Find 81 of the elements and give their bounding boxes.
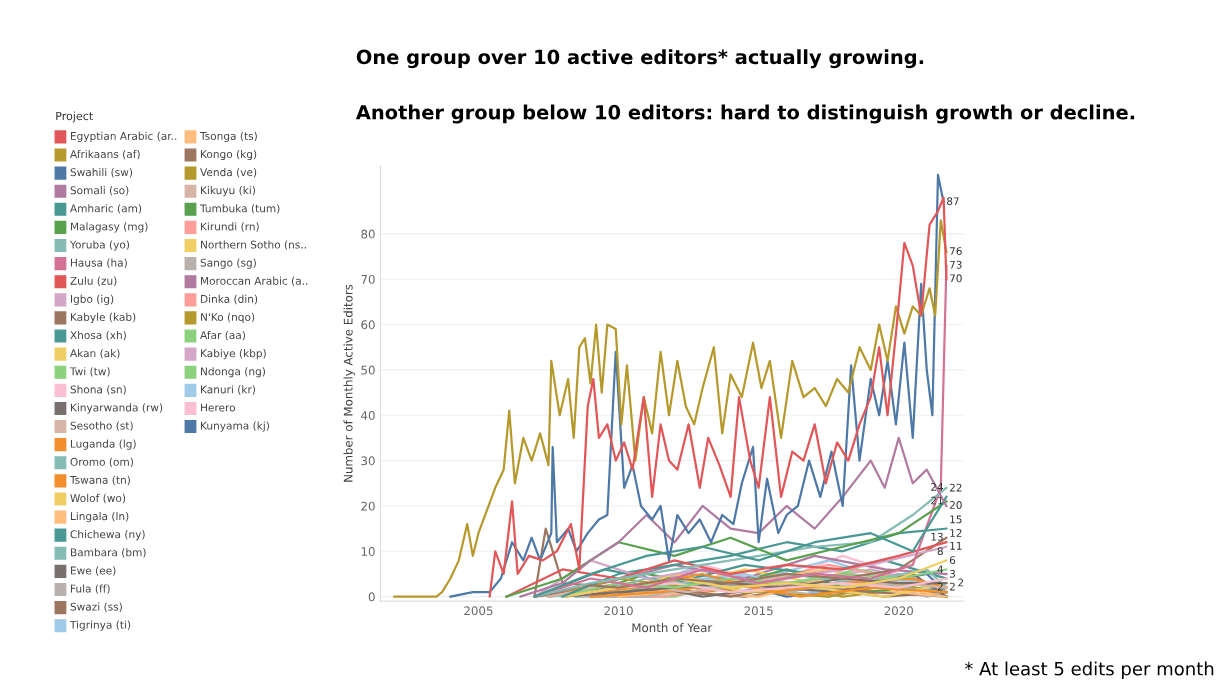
x-tick-label: 2005 xyxy=(464,606,493,616)
y-tick-label: 0 xyxy=(368,592,375,602)
legend-label: Afrikaans (af) xyxy=(70,149,140,160)
legend-label: Kirundi (rn) xyxy=(201,222,259,232)
data-label: 2 xyxy=(958,578,964,587)
legend-label: Afar (aa) xyxy=(200,330,245,341)
legend-label: Hausa (ha) xyxy=(70,258,127,268)
y-tick-label: 30 xyxy=(361,456,375,466)
text: * At least 5 edits per month xyxy=(964,661,1214,680)
legend-label: Shona (sn) xyxy=(70,385,126,395)
legend-label: Swazi (ss) xyxy=(70,602,122,612)
legend-label: Egyptian Arabic (ar.. xyxy=(70,131,177,142)
legend-label: Northern Sotho (ns.. xyxy=(201,240,306,250)
data-label: 11 xyxy=(950,542,962,550)
legend-label: Igbo (ig) xyxy=(70,294,114,305)
y-tick-label: 10 xyxy=(361,547,375,556)
chart-title: One group over 10 active editors* actually growing. xyxy=(356,49,924,69)
x-tick-label: 2015 xyxy=(744,606,773,616)
legend-label: Wolof (wo) xyxy=(70,493,126,504)
data-label: 4 xyxy=(937,565,944,574)
y-axis-title: Number of Monthly Active Editors xyxy=(343,284,355,482)
data-label: 15 xyxy=(950,515,962,524)
y-tick-label: 40 xyxy=(361,410,375,420)
legend-label: Lingala (ln) xyxy=(70,511,129,523)
data-label: 6 xyxy=(949,556,956,565)
legend-label: Sango (sg) xyxy=(200,258,256,269)
legend-label: Ewe (ee) xyxy=(70,566,116,576)
legend-label: N'Ko (nqo) xyxy=(201,312,255,324)
legend-label: Chichewa (ny) xyxy=(70,530,145,541)
legend-label: Kikuyu (ki) xyxy=(201,186,255,197)
legend-label: Swahili (sw) xyxy=(70,167,133,178)
data-label: 13 xyxy=(931,532,943,541)
legend-label: Luganda (lg) xyxy=(70,439,136,450)
legend-title: Project xyxy=(56,111,93,123)
legend-label: Herero xyxy=(201,403,236,412)
data-label: 20 xyxy=(949,501,962,509)
y-tick-label: 80 xyxy=(361,229,375,239)
legend-label: Zulu (zu) xyxy=(70,276,117,287)
legend-label: Fula (ff) xyxy=(70,584,110,594)
legend-label: Tswana (tn) xyxy=(69,475,130,486)
chart-subtitle: Another group below 10 editors: hard to distinguish growth or decline. xyxy=(355,104,1135,124)
legend-label: Kinyarwanda (rw) xyxy=(70,403,163,414)
legend-label: Oromo (om) xyxy=(70,457,133,468)
legend-label: Kunyama (kj) xyxy=(201,421,269,432)
data-label: 2 xyxy=(949,582,955,591)
x-tick-label: 2010 xyxy=(604,606,633,616)
data-label: 3 xyxy=(949,569,955,578)
legend-label: Twi (tw) xyxy=(69,367,110,377)
y-tick-label: 50 xyxy=(361,365,375,375)
legend-label: Kabyle (kab) xyxy=(70,312,136,324)
legend-label: Malagasy (mg) xyxy=(70,222,148,233)
legend-label: Tsonga (ts) xyxy=(199,131,257,142)
data-label: 8 xyxy=(937,547,943,556)
legend-label: Kabiye (kbp) xyxy=(201,349,266,360)
data-label: 2 xyxy=(937,582,943,591)
data-label: 22 xyxy=(949,483,962,492)
data-label: 87 xyxy=(947,197,959,206)
legend-label: Dinka (din) xyxy=(201,294,258,305)
x-axis-title: Month of Year xyxy=(632,623,713,633)
legend-label: Xhosa (xh) xyxy=(70,330,126,341)
legend-label: Venda (ve) xyxy=(200,167,257,178)
data-label: 73 xyxy=(950,260,962,269)
legend-label: Sesotho (st) xyxy=(70,421,133,431)
x-tick-label: 2020 xyxy=(884,606,913,616)
data-label: 70 xyxy=(950,274,962,283)
legend-label: Akan (ak) xyxy=(70,349,120,359)
y-tick-label: 70 xyxy=(361,274,375,284)
legend-label: Moroccan Arabic (a.. xyxy=(201,276,308,287)
data-label: 12 xyxy=(950,529,962,537)
legend-label: Tumbuka (tum) xyxy=(199,204,280,214)
legend-label: Yoruba (yo) xyxy=(69,240,130,251)
legend-label: Kanuri (kr) xyxy=(201,385,255,395)
legend-label: Tigrinya (ti) xyxy=(69,620,131,631)
legend-label: Kongo (kg) xyxy=(201,149,257,161)
y-tick-label: 20 xyxy=(361,501,375,511)
legend-label: Somali (so) xyxy=(70,186,129,196)
data-label: 76 xyxy=(950,247,962,256)
legend-label: Ndonga (ng) xyxy=(201,367,265,378)
legend-label: Amharic (am) xyxy=(70,204,142,214)
legend-label: Bambara (bm) xyxy=(70,548,146,558)
y-tick-label: 60 xyxy=(361,320,375,330)
